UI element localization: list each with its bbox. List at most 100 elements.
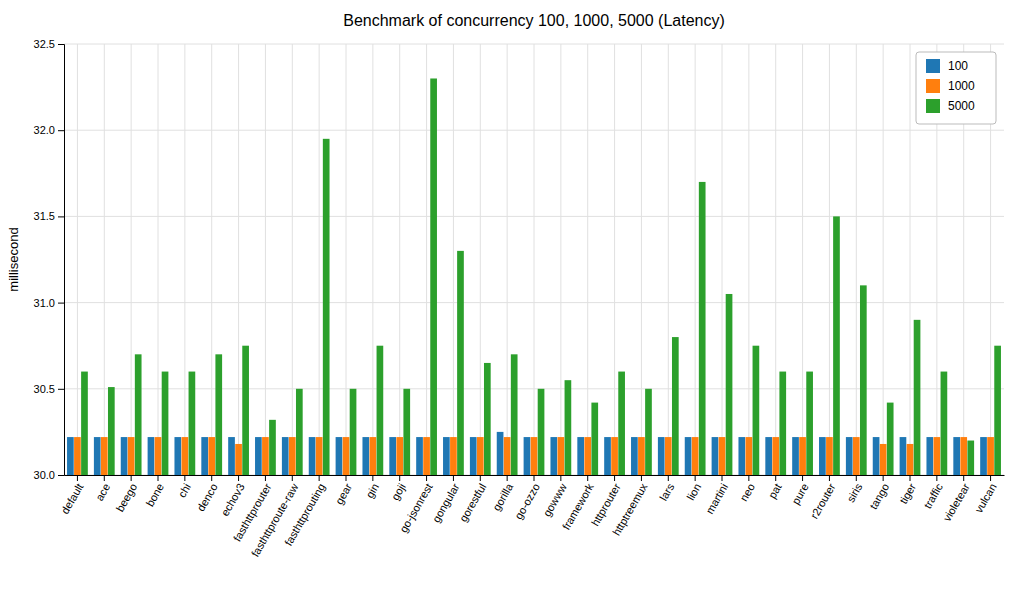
x-tick-mark <box>131 475 132 481</box>
bar <box>719 437 726 475</box>
x-tick-label: vulcan <box>972 481 998 515</box>
x-tick: r2router <box>808 475 838 521</box>
bar <box>477 437 484 475</box>
x-tick-mark <box>399 475 400 481</box>
x-grid-line <box>399 44 400 475</box>
bar <box>699 182 706 475</box>
bar <box>907 444 914 475</box>
bar <box>806 372 813 475</box>
y-axis-line <box>58 45 65 476</box>
bar <box>108 387 115 475</box>
bar <box>738 437 745 475</box>
bar <box>779 372 786 475</box>
x-tick: violetear <box>941 475 972 523</box>
bar <box>148 437 155 475</box>
bar <box>584 437 591 475</box>
x-grid-line <box>265 44 266 475</box>
bar <box>430 78 437 475</box>
y-tick-label: 31.0 <box>34 297 55 309</box>
x-tick: httptreemux <box>610 475 650 538</box>
bar <box>208 437 215 475</box>
x-tick: gin <box>363 475 381 500</box>
x-tick-label: tango <box>867 481 891 511</box>
x-tick-label: neo <box>737 481 757 503</box>
x-tick: vulcan <box>972 475 998 515</box>
bar-series <box>74 437 994 475</box>
x-tick-label: gorestful <box>457 481 488 524</box>
x-tick-label: gear <box>333 481 355 506</box>
bar <box>343 437 350 475</box>
bar <box>941 372 948 475</box>
bar <box>128 437 135 475</box>
bar <box>565 380 572 475</box>
x-tick-label: pure <box>789 481 810 506</box>
x-tick: go-ozzo <box>512 475 542 521</box>
x-tick: lars <box>657 475 677 503</box>
x-tick-mark <box>856 475 857 481</box>
x-tick: goji <box>389 475 408 502</box>
bar <box>162 372 169 475</box>
x-grid-line <box>184 44 185 475</box>
x-grid-line <box>722 44 723 475</box>
legend-item: 100 <box>926 59 968 73</box>
x-grid-line <box>77 44 78 475</box>
x-tick: neo <box>737 475 757 503</box>
y-tick-label: 32.5 <box>34 38 55 50</box>
y-axis-title: millisecond <box>6 227 21 291</box>
bar-series <box>81 78 1001 475</box>
bar <box>182 437 189 475</box>
bar <box>772 437 779 475</box>
x-grid-line <box>346 44 347 475</box>
y-tick: 31.5 <box>34 210 64 222</box>
bar <box>558 437 565 475</box>
x-tick: tiger <box>897 475 918 506</box>
x-tick-label: traffic <box>921 481 945 511</box>
x-tick: pure <box>789 475 810 506</box>
x-tick-label: r2router <box>808 481 838 521</box>
x-axis: defaultacebeegobonechidencoechov3fasthtt… <box>59 475 1005 559</box>
bar <box>484 363 491 475</box>
bar <box>665 437 672 475</box>
x-grid-line <box>453 44 454 475</box>
bar <box>377 346 384 475</box>
legend-label: 1000 <box>948 79 975 93</box>
x-grid-line <box>560 44 561 475</box>
bar <box>538 389 545 475</box>
x-tick: siris <box>844 475 864 504</box>
bar <box>309 437 316 475</box>
x-tick-mark <box>211 475 212 481</box>
bar <box>336 437 343 475</box>
legend: 10010005000 <box>916 52 996 124</box>
x-tick-mark <box>883 475 884 481</box>
y-tick: 31.0 <box>34 297 64 309</box>
bar <box>611 437 618 475</box>
bar <box>470 437 477 475</box>
bar <box>74 437 81 475</box>
bar <box>450 437 457 475</box>
x-tick-label: gin <box>363 481 381 500</box>
bar <box>638 437 645 475</box>
y-tick-label: 32.0 <box>34 124 55 136</box>
bar <box>746 437 753 475</box>
x-tick: chi <box>176 475 193 499</box>
x-tick: gorilla <box>490 475 516 513</box>
y-tick-mark <box>58 475 64 476</box>
x-tick-mark <box>372 475 373 481</box>
x-tick-label: echov3 <box>219 481 247 518</box>
x-tick: martini <box>703 475 730 516</box>
bar <box>900 437 907 475</box>
x-grid-line <box>319 44 320 475</box>
x-tick-mark <box>936 475 937 481</box>
bar <box>497 432 504 475</box>
x-tick-label: go-jsonrest <box>397 481 435 534</box>
x-tick-mark <box>695 475 696 481</box>
bar <box>685 437 692 475</box>
x-grid-line <box>668 44 669 475</box>
bar <box>799 437 806 475</box>
x-tick-label: chi <box>176 481 193 499</box>
x-tick-mark <box>77 475 78 481</box>
x-tick-mark <box>507 475 508 481</box>
x-tick-mark <box>426 475 427 481</box>
x-tick: gorestful <box>457 475 488 524</box>
legend-box <box>916 52 996 124</box>
